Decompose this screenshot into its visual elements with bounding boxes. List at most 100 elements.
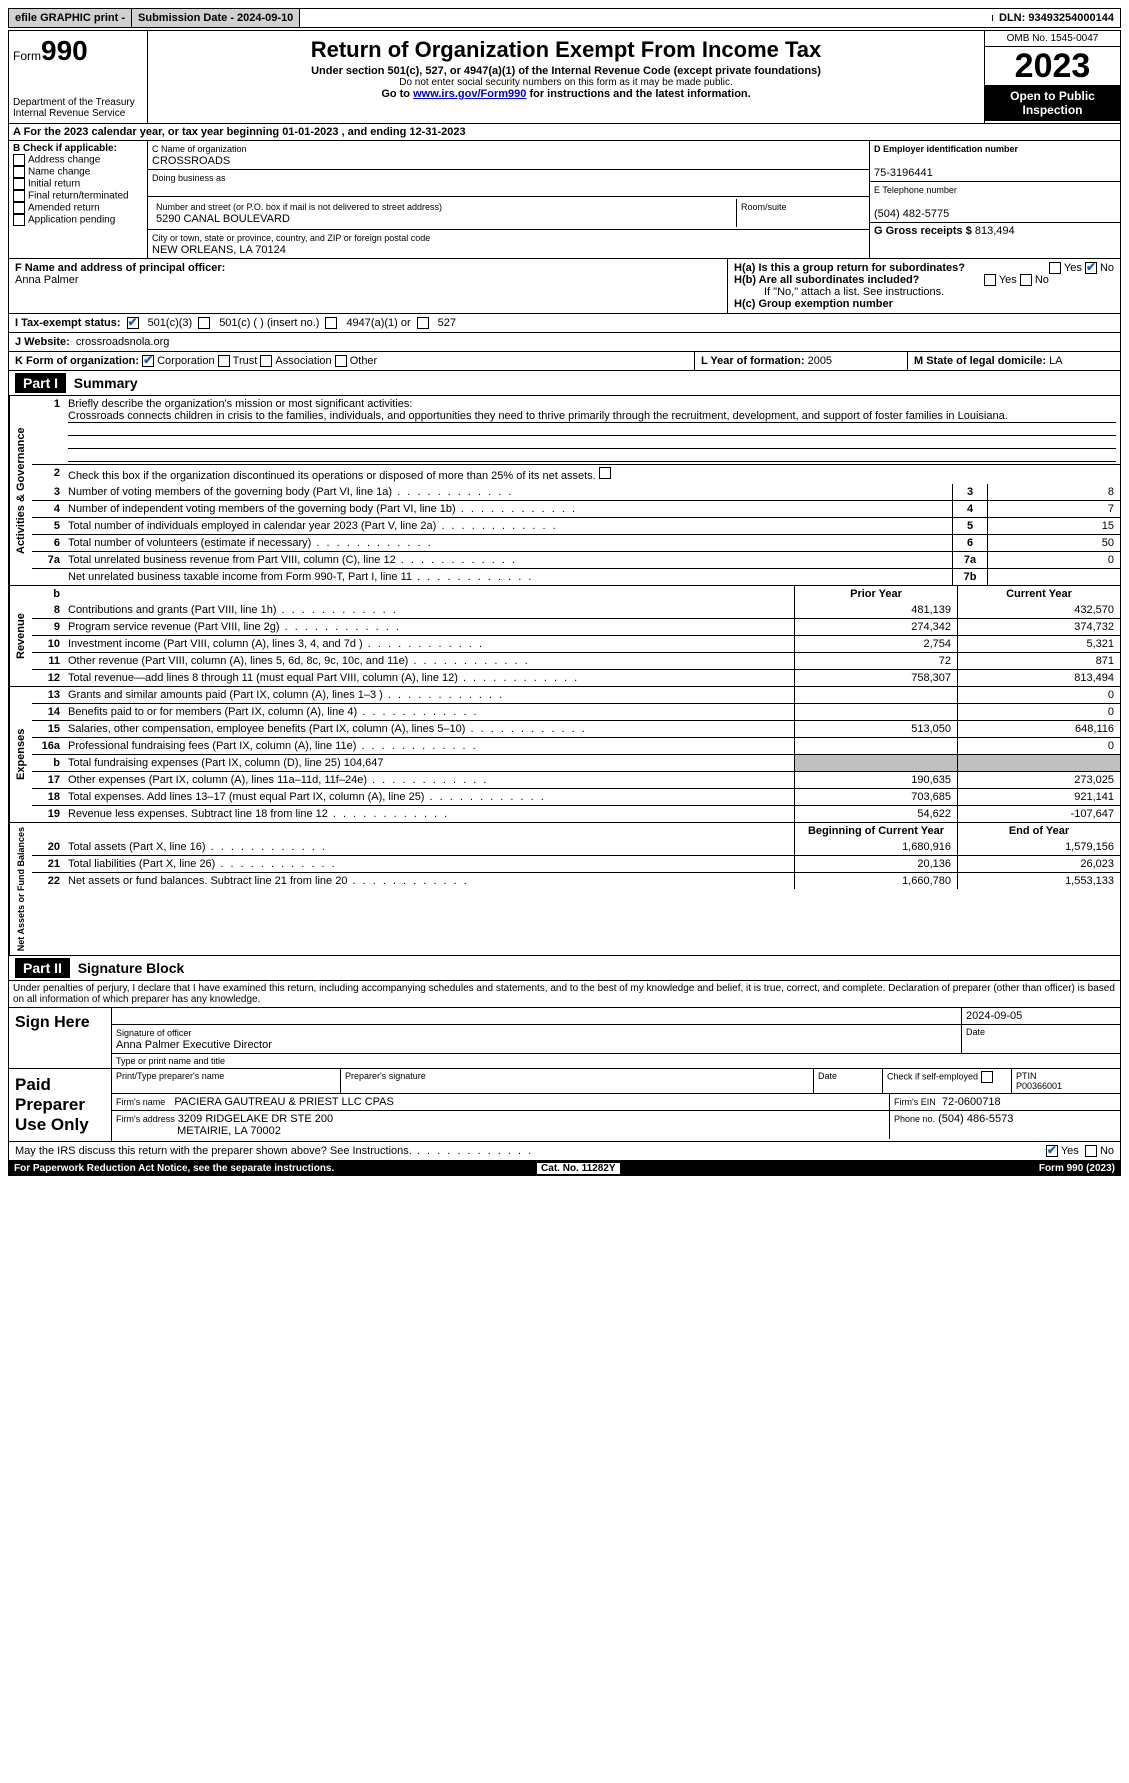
tab-expenses: Expenses — [9, 687, 32, 822]
rev-current: 5,321 — [957, 636, 1120, 652]
net-current: 1,553,133 — [957, 873, 1120, 889]
part2-header: Part II Signature Block — [8, 956, 1121, 981]
checkbox-initial-return[interactable] — [13, 178, 25, 190]
checkbox-final-return[interactable] — [13, 190, 25, 202]
ck-trust[interactable] — [218, 355, 230, 367]
checkbox-pending[interactable] — [13, 214, 25, 226]
exp-line-desc: Other expenses (Part IX, column (A), lin… — [64, 772, 794, 788]
net-current: 1,579,156 — [957, 839, 1120, 855]
ck-501c3[interactable] — [127, 317, 139, 329]
part2-title: Signature Block — [78, 960, 185, 976]
ck-corp[interactable] — [142, 355, 154, 367]
principal-officer-name: Anna Palmer — [15, 274, 79, 286]
hb-yes[interactable] — [984, 274, 996, 286]
exp-current: 273,025 — [957, 772, 1120, 788]
perjury-declaration: Under penalties of perjury, I declare th… — [8, 981, 1121, 1008]
room-label: Room/suite — [741, 202, 787, 212]
exp-prior — [794, 687, 957, 703]
prep-name-label: Print/Type preparer's name — [112, 1069, 341, 1093]
irs-link[interactable]: www.irs.gov/Form990 — [413, 88, 526, 100]
gov-line-desc: Total number of individuals employed in … — [64, 518, 952, 534]
exp-current: 0 — [957, 687, 1120, 703]
exp-prior: 54,622 — [794, 806, 957, 822]
ck-assoc[interactable] — [260, 355, 272, 367]
row-j-website: J Website: crossroadsnola.org — [8, 333, 1121, 352]
rev-prior: 758,307 — [794, 670, 957, 686]
gov-line-value: 15 — [987, 518, 1120, 534]
hdr-end: End of Year — [957, 823, 1120, 839]
exp-line-desc: Benefits paid to or for members (Part IX… — [64, 704, 794, 720]
dba-label: Doing business as — [152, 173, 226, 183]
date-label: Date — [962, 1025, 1120, 1053]
exp-line-desc: Professional fundraising fees (Part IX, … — [64, 738, 794, 754]
form-number: Form990 — [13, 35, 143, 67]
dln-label: DLN: 93493254000144 — [993, 9, 1120, 27]
state-domicile-label: M State of legal domicile: — [914, 355, 1046, 367]
hdr-current-year: Current Year — [957, 586, 1120, 602]
ck-other[interactable] — [335, 355, 347, 367]
exp-current: 648,116 — [957, 721, 1120, 737]
department-label: Department of the Treasury Internal Reve… — [13, 97, 143, 119]
checkbox-address-change[interactable] — [13, 154, 25, 166]
type-name-label: Type or print name and title — [112, 1054, 1120, 1068]
tax-year: 2023 — [985, 47, 1120, 85]
net-prior: 1,680,916 — [794, 839, 957, 855]
firm-addr-label: Firm's address — [116, 1114, 175, 1124]
ck-discontinued[interactable] — [599, 467, 611, 479]
gov-line-box: 3 — [952, 484, 987, 500]
gov-line-box: 6 — [952, 535, 987, 551]
efile-print-button[interactable]: efile GRAPHIC print - — [9, 9, 132, 27]
discuss-row: May the IRS discuss this return with the… — [8, 1142, 1121, 1161]
ptin-label: PTIN — [1016, 1071, 1037, 1081]
firm-addr: 3209 RIDGELAKE DR STE 200 — [178, 1113, 333, 1125]
firm-name: PACIERA GAUTREAU & PRIEST LLC CPAS — [174, 1096, 393, 1108]
gov-line-desc: Total unrelated business revenue from Pa… — [64, 552, 952, 568]
cat-no: Cat. No. 11282Y — [537, 1163, 619, 1174]
tax-status-label: I Tax-exempt status: — [15, 317, 121, 329]
rev-line-desc: Investment income (Part VIII, column (A)… — [64, 636, 794, 652]
exp-prior: 513,050 — [794, 721, 957, 737]
gross-receipts-value: 813,494 — [975, 225, 1015, 237]
row-klm: K Form of organization: Corporation Trus… — [8, 352, 1121, 371]
ha-label: H(a) Is this a group return for subordin… — [734, 262, 965, 274]
hdr-prior-year: Prior Year — [794, 586, 957, 602]
ha-yes[interactable] — [1049, 262, 1061, 274]
ck-4947[interactable] — [325, 317, 337, 329]
org-name: CROSSROADS — [152, 155, 230, 167]
omb-number: OMB No. 1545-0047 — [985, 31, 1120, 47]
discuss-yes[interactable] — [1046, 1145, 1058, 1157]
column-c-org-info: C Name of organization CROSSROADS Doing … — [148, 141, 870, 258]
ptin-value: P00366001 — [1016, 1081, 1062, 1091]
city-label: City or town, state or province, country… — [152, 233, 430, 243]
prep-sig-label: Preparer's signature — [341, 1069, 814, 1093]
mission-desc: Briefly describe the organization's miss… — [64, 396, 1120, 464]
rev-current: 813,494 — [957, 670, 1120, 686]
phone-label: E Telephone number — [874, 185, 957, 195]
expenses-section: Expenses 13 Grants and similar amounts p… — [8, 687, 1121, 823]
ck-self-employed[interactable] — [981, 1071, 993, 1083]
submission-date-button[interactable]: Submission Date - 2024-09-10 — [132, 9, 300, 27]
rev-current: 432,570 — [957, 602, 1120, 618]
gross-receipts-label: G Gross receipts $ — [874, 225, 972, 237]
exp-prior — [794, 704, 957, 720]
sign-here-block: Sign Here 2024-09-05 Signature of office… — [8, 1008, 1121, 1069]
discuss-no[interactable] — [1085, 1145, 1097, 1157]
paperwork-notice: For Paperwork Reduction Act Notice, see … — [8, 1161, 1121, 1176]
ck-501c[interactable] — [198, 317, 210, 329]
exp-line-desc: Grants and similar amounts paid (Part IX… — [64, 687, 794, 703]
gov-line-desc: Total number of volunteers (estimate if … — [64, 535, 952, 551]
gov-line-box: 7b — [952, 569, 987, 585]
checkbox-amended[interactable] — [13, 202, 25, 214]
ha-no[interactable] — [1085, 262, 1097, 274]
section-bcd: B Check if applicable: Address change Na… — [8, 141, 1121, 259]
rev-prior: 72 — [794, 653, 957, 669]
net-prior: 1,660,780 — [794, 873, 957, 889]
gov-line-value — [987, 569, 1120, 585]
ck-527[interactable] — [417, 317, 429, 329]
rev-line-desc: Contributions and grants (Part VIII, lin… — [64, 602, 794, 618]
net-assets-section: Net Assets or Fund Balances Beginning of… — [8, 823, 1121, 956]
checkbox-name-change[interactable] — [13, 166, 25, 178]
net-line-desc: Net assets or fund balances. Subtract li… — [64, 873, 794, 889]
exp-current: 0 — [957, 704, 1120, 720]
hb-no[interactable] — [1020, 274, 1032, 286]
